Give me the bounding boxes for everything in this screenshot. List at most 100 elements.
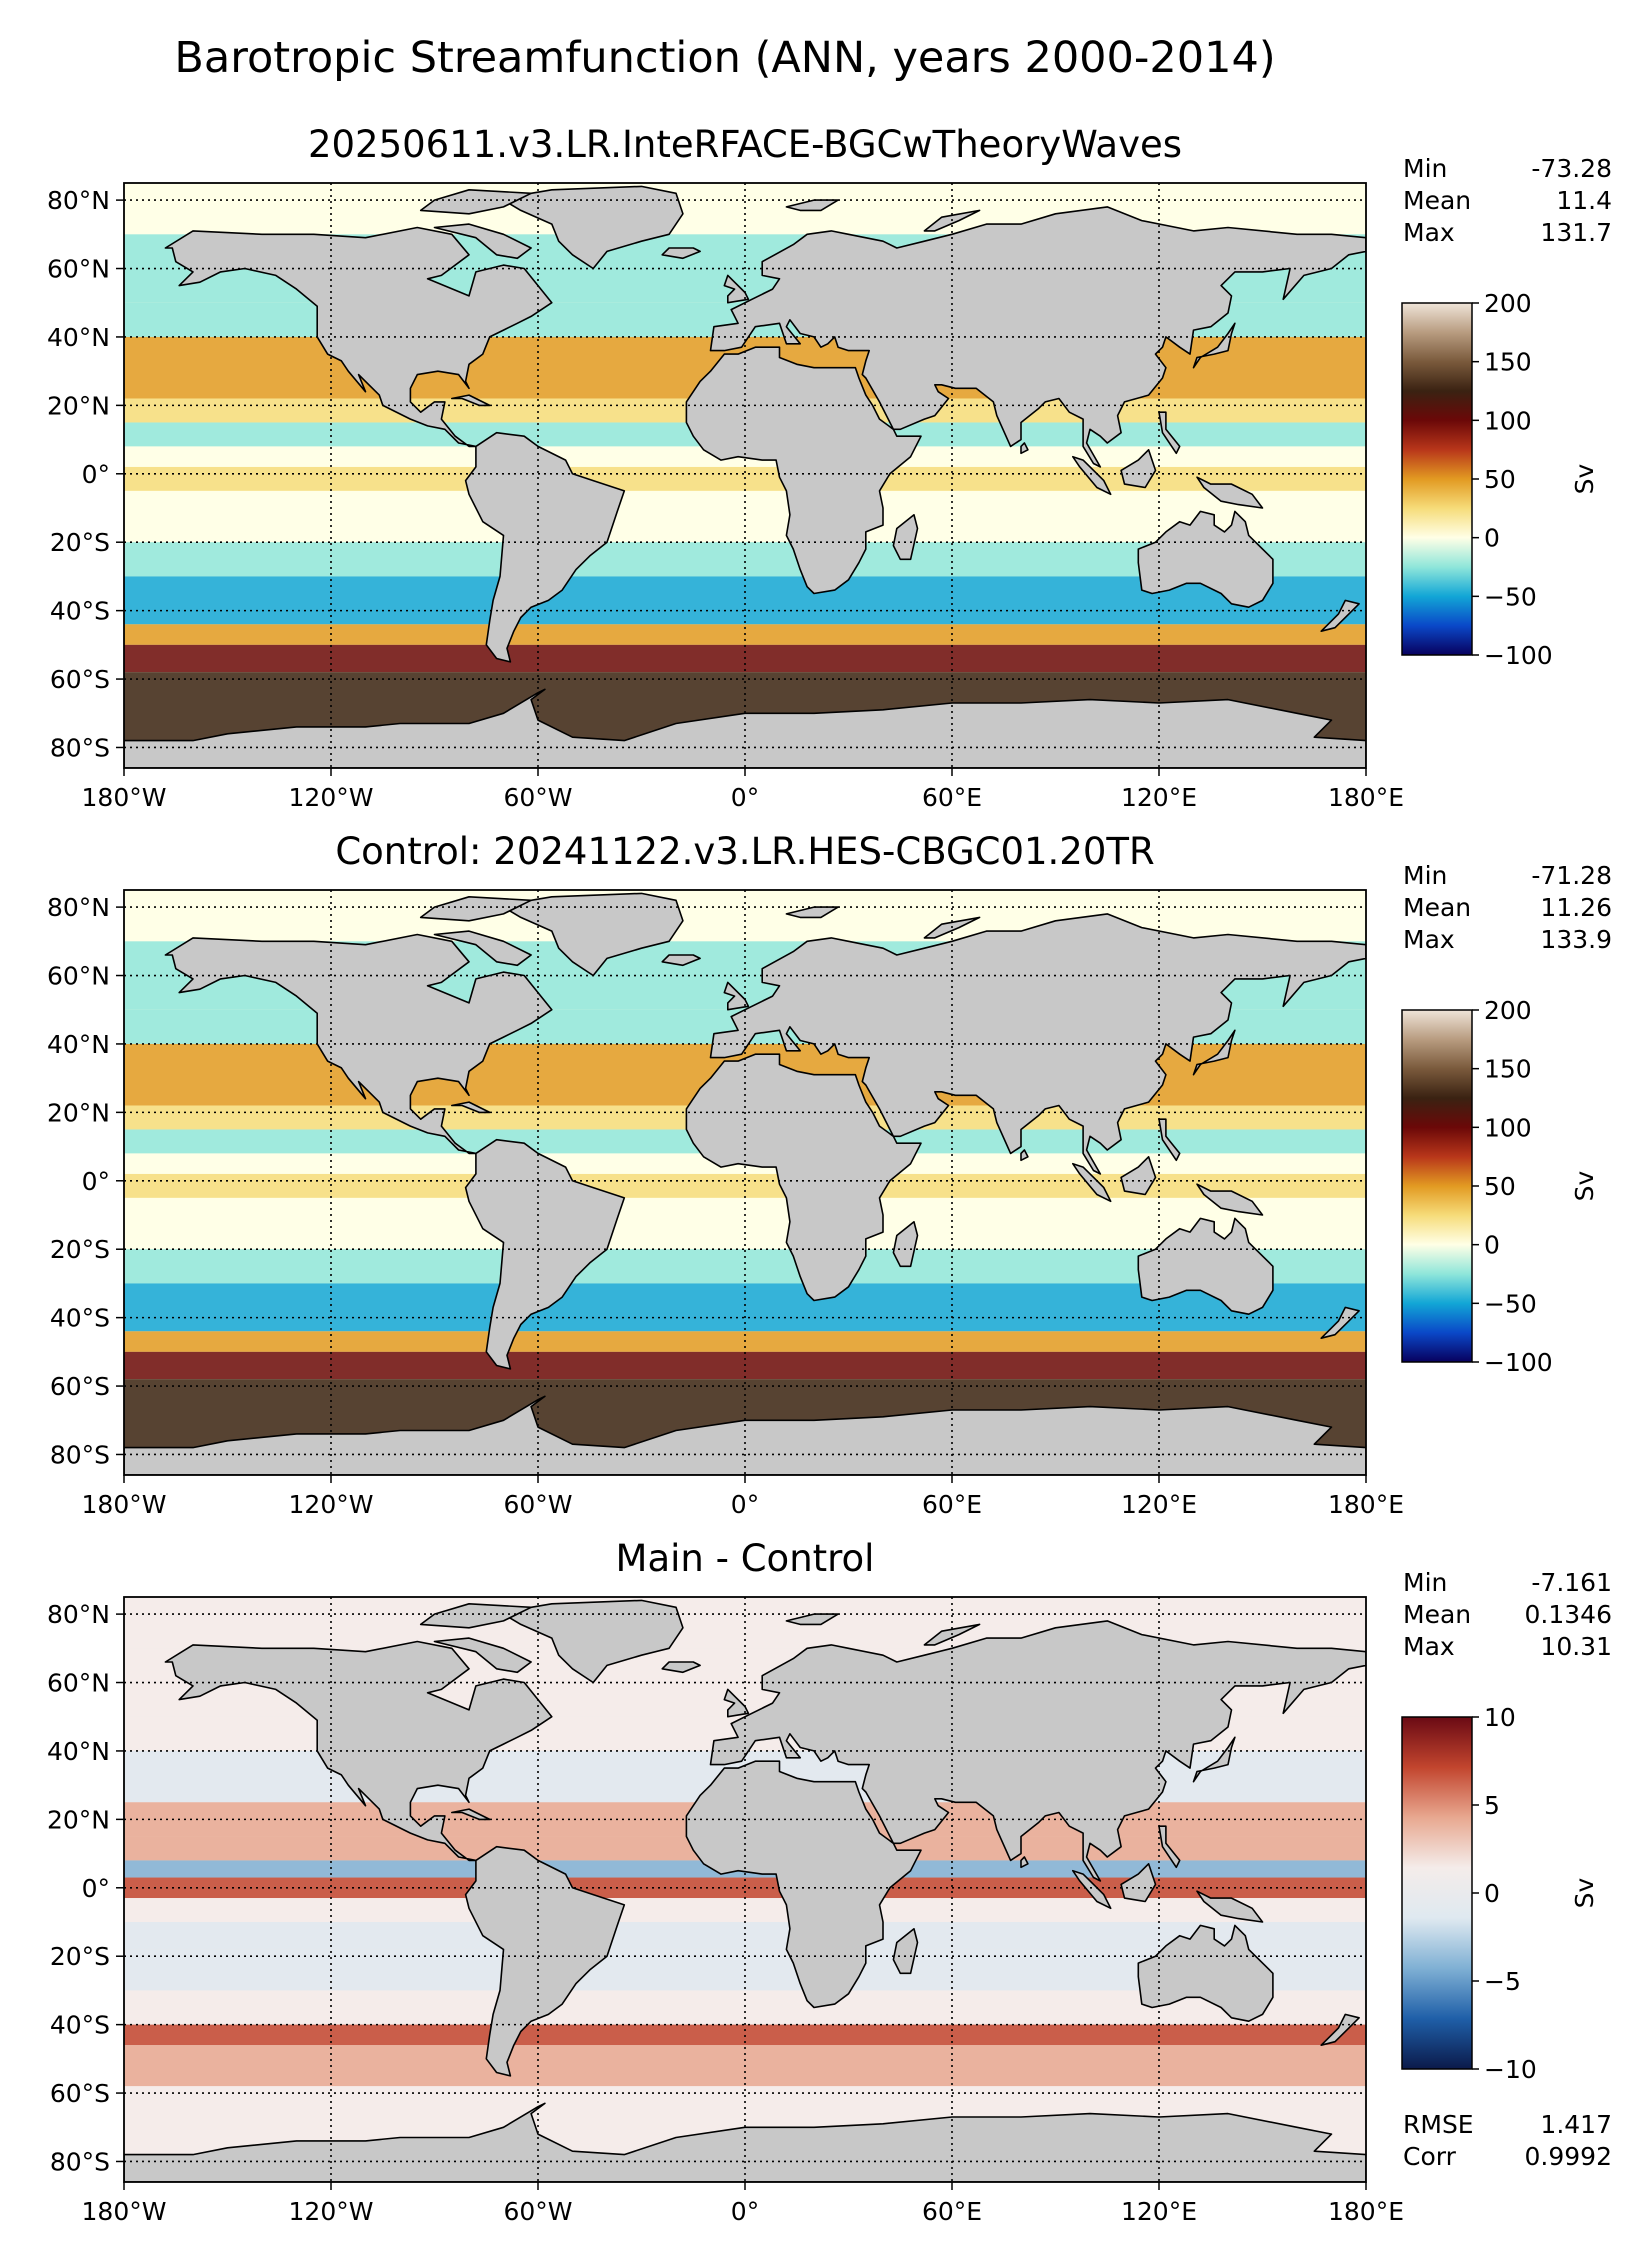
panel-title: 20250611.v3.LR.InteRFACE-BGCwTheoryWaves <box>308 123 1182 166</box>
lat-tick-label: 40°S <box>50 1304 110 1333</box>
land-svalbard <box>785 1613 839 1626</box>
stat-value: 131.7 <box>1540 218 1612 247</box>
land-sumatra <box>1072 1162 1112 1203</box>
colorbar-tick-label: 200 <box>1484 996 1532 1025</box>
colorbar-tick-label: −100 <box>1484 1348 1553 1377</box>
colorbar-tick-label: 0 <box>1484 1879 1500 1908</box>
land-uk <box>723 981 750 1011</box>
colorbar-tick-label: 100 <box>1484 1113 1532 1142</box>
stat-value: -73.28 <box>1531 154 1612 183</box>
land-uk <box>723 1688 750 1718</box>
map-panel-3: Main - Control 180°W 120°W 60°W 0° 60°E 120°E 1… <box>47 1537 1612 2226</box>
lon-tick-label: 60°W <box>503 2197 572 2226</box>
land-ellesmere <box>419 189 532 215</box>
stat-value: 0.9992 <box>1525 2142 1612 2171</box>
lat-tick-label: 20°N <box>47 1805 110 1834</box>
lon-tick-label: 180°W <box>82 1490 167 1519</box>
land-iceland <box>661 1661 701 1674</box>
land-australia <box>1137 510 1274 608</box>
lat-tick-label: 20°S <box>50 1942 110 1971</box>
lat-tick-label: 60°S <box>50 2079 110 2108</box>
lon-tick-label: 120°E <box>1121 783 1197 812</box>
field-band <box>124 490 1366 543</box>
colorbar-tick-label: 5 <box>1484 1791 1500 1820</box>
land-newGuinea <box>1196 1890 1264 1923</box>
lon-tick-label: 0° <box>731 783 759 812</box>
lon-tick-label: 180°E <box>1328 2197 1404 2226</box>
lat-tick-label: 80°N <box>47 1600 110 1629</box>
land <box>124 1599 1366 2182</box>
lon-tick-label: 0° <box>731 2197 759 2226</box>
lat-tick-label: 60°N <box>47 1669 110 1698</box>
land-eurasia <box>709 913 1366 1175</box>
stat-value: -7.161 <box>1531 1568 1612 1597</box>
bottom-stats-box: RMSE 1.417 Corr 0.9992 <box>1403 2110 1612 2171</box>
land-africa <box>685 346 922 595</box>
stat-value: 10.31 <box>1540 1632 1612 1661</box>
land-eurasia <box>709 206 1366 468</box>
stat-value: 133.9 <box>1540 925 1612 954</box>
stat-value: 11.4 <box>1556 186 1612 215</box>
land-newGuinea <box>1196 476 1264 509</box>
map-panel-1: 20250611.v3.LR.InteRFACE-BGCwTheoryWaves… <box>47 123 1612 812</box>
land-iceland <box>661 247 701 260</box>
colorbar-tick-label: 10 <box>1484 1703 1516 1732</box>
colorbar-label: Sv <box>1570 1170 1599 1201</box>
colorbar: 10 5 0 −5 −10 Sv <box>1401 1703 1599 2084</box>
land-baffin <box>433 930 532 967</box>
stats-box: Min -7.161 Mean 0.1346 Max 10.31 <box>1403 1568 1612 1661</box>
stat-label: Min <box>1403 154 1447 183</box>
gridlines <box>124 1597 1366 2182</box>
lat-tick-label: 60°N <box>47 962 110 991</box>
land-sriLanka <box>1020 1149 1029 1162</box>
land-borneo <box>1120 1863 1157 1903</box>
land-newZealand <box>1320 599 1360 632</box>
stat-label: Min <box>1403 861 1447 890</box>
land <box>124 892 1366 1475</box>
land-africa <box>685 1760 922 2009</box>
lat-tick-label: 60°N <box>47 255 110 284</box>
lon-tick-label: 60°E <box>922 783 982 812</box>
lat-tick-label: 40°N <box>47 1737 110 1766</box>
land-madagascar <box>892 514 919 561</box>
land-newGuinea <box>1196 1183 1264 1216</box>
lon-tick-label: 180°E <box>1328 1490 1404 1519</box>
colorbar-tick-label: 50 <box>1484 1172 1516 1201</box>
land-svalbard <box>785 906 839 919</box>
gridlines <box>124 183 1366 768</box>
land-southAmerica <box>464 431 626 663</box>
colorbar-bar <box>1401 302 1473 656</box>
map-panel-2: Control: 20241122.v3.LR.HES-CBGC01.20TR 1… <box>47 830 1612 1519</box>
colorbar-label: Sv <box>1570 463 1599 494</box>
land-antarctica <box>124 2102 1366 2182</box>
colorbar-bar <box>1401 1716 1473 2070</box>
lat-tick-label: 80°N <box>47 893 110 922</box>
land-ellesmere <box>419 1603 532 1629</box>
field-band <box>124 1197 1366 1250</box>
lon-tick-label: 0° <box>731 1490 759 1519</box>
field-band <box>124 1922 1366 1950</box>
lat-tick-label: 80°S <box>50 2147 110 2176</box>
land-svalbard <box>785 199 839 212</box>
lat-tick-label: 40°N <box>47 1030 110 1059</box>
lon-tick-label: 180°E <box>1328 783 1404 812</box>
land-philippines <box>1158 411 1181 455</box>
lon-tick-label: 120°W <box>289 2197 374 2226</box>
land-sumatra <box>1072 1869 1112 1910</box>
land-southAmerica <box>464 1138 626 1370</box>
lat-tick-label: 0° <box>82 460 110 489</box>
colorbar-tick-label: 0 <box>1484 524 1500 553</box>
lat-tick-label: 40°S <box>50 2011 110 2040</box>
lon-tick-label: 120°W <box>289 1490 374 1519</box>
land-japan <box>1192 1736 1236 1783</box>
colorbar-tick-label: −50 <box>1484 582 1537 611</box>
stats-box: Min -71.28 Mean 11.26 Max 133.9 <box>1403 861 1612 954</box>
colorbar: 200 150 100 50 0 −50 −100 Sv <box>1401 996 1599 1377</box>
lat-tick-label: 80°S <box>50 1440 110 1469</box>
land-sriLanka <box>1020 442 1029 455</box>
land-japan <box>1192 1029 1236 1076</box>
colorbar-tick-label: −50 <box>1484 1289 1537 1318</box>
lat-tick-label: 20°N <box>47 391 110 420</box>
colorbar-tick-label: 150 <box>1484 1055 1532 1084</box>
